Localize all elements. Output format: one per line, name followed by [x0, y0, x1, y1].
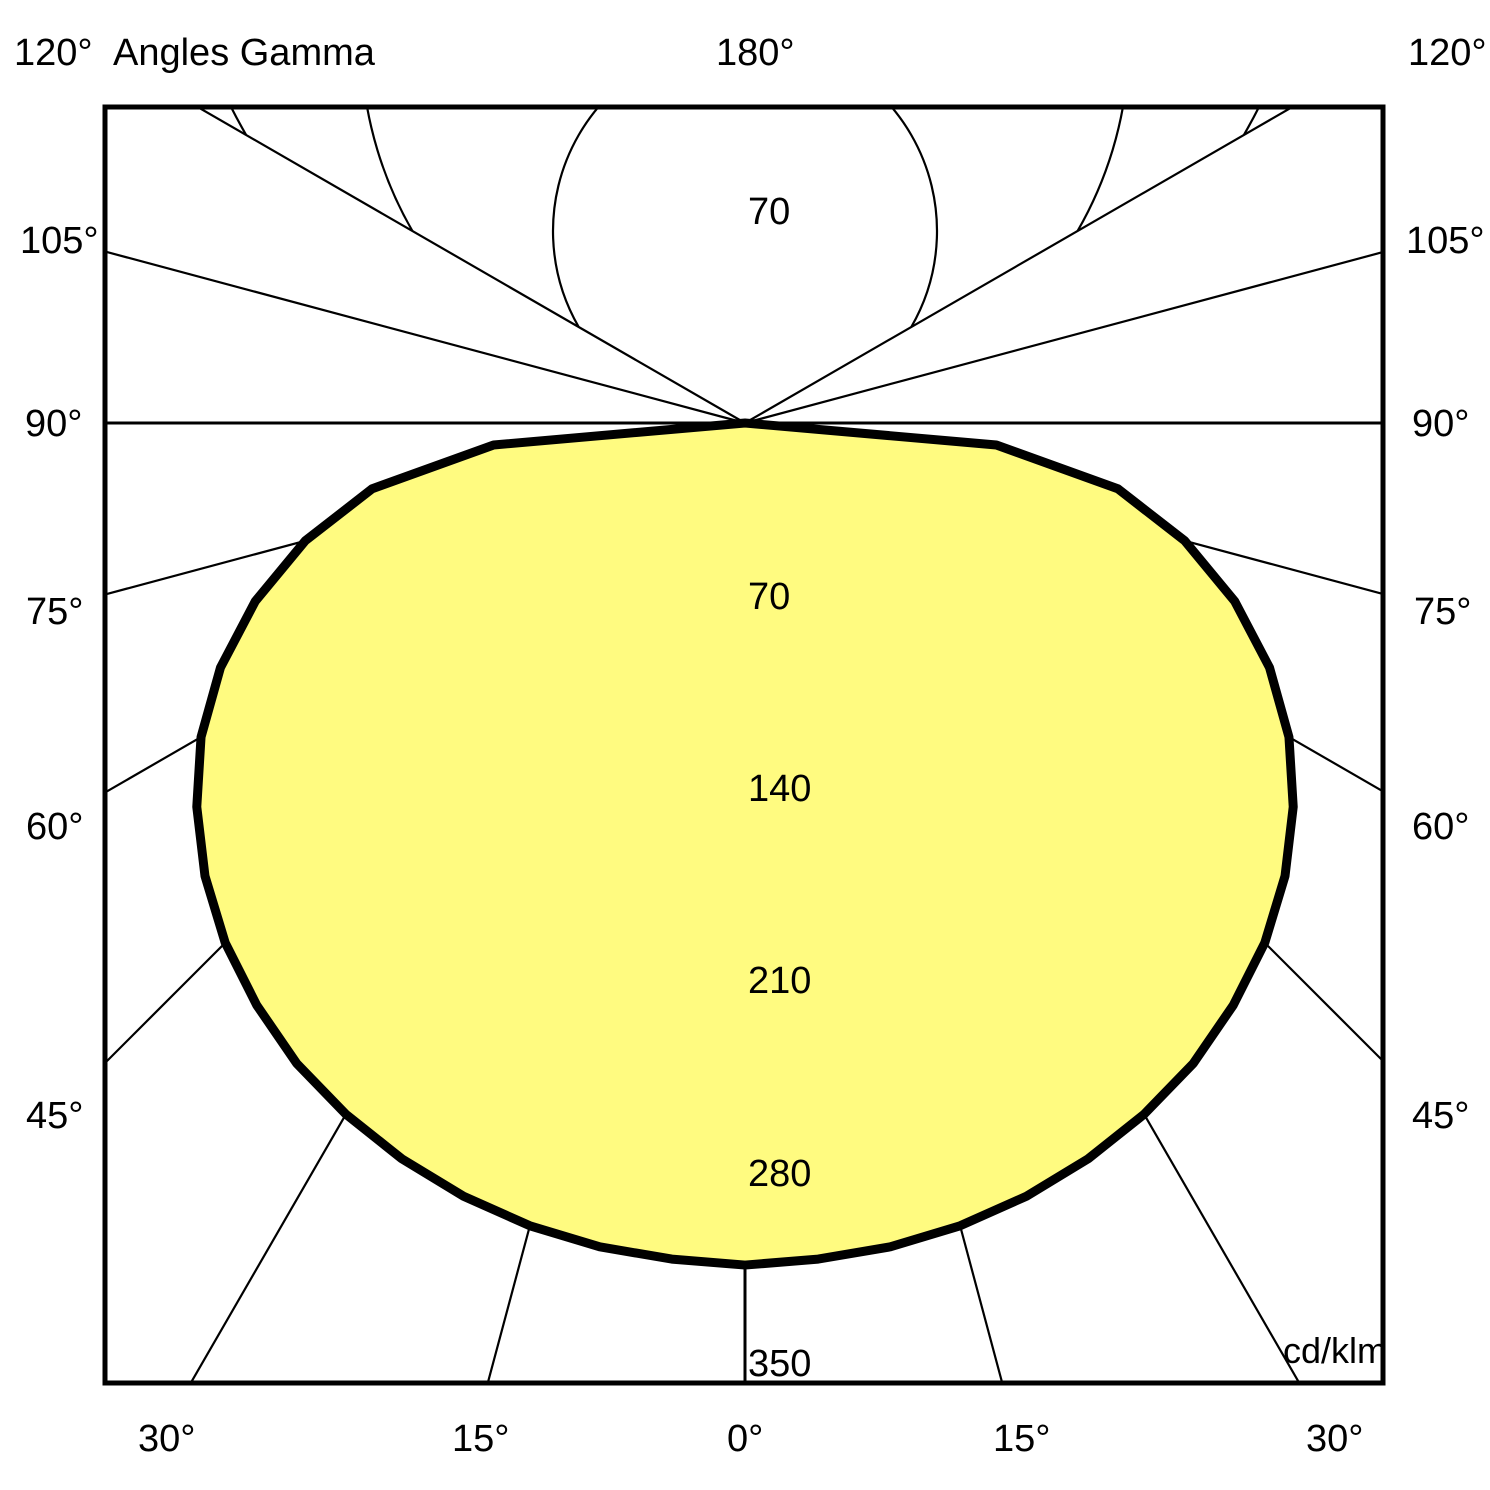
axis-label-left-90: 90° — [25, 403, 83, 445]
axis-label-bottom-0: 0° — [727, 1418, 764, 1460]
axis-label-right-120: 120° — [1408, 32, 1487, 74]
axis-label-left-105: 105° — [20, 220, 99, 262]
chart-title: Angles Gamma — [113, 32, 375, 74]
ring-label-70: 70 — [748, 576, 791, 618]
ring-label-70-upper: 70 — [748, 191, 791, 233]
ring-label-140: 140 — [748, 768, 812, 810]
axis-label-bottom-30-right: 30° — [1306, 1418, 1364, 1460]
axis-label-right-45: 45° — [1412, 1095, 1470, 1137]
ring-label-350: 350 — [748, 1343, 812, 1385]
axis-label-right-105: 105° — [1406, 220, 1485, 262]
axis-label-left-60: 60° — [26, 806, 84, 848]
radial-gridlines — [229, 107, 1261, 328]
axis-label-right-60: 60° — [1412, 806, 1470, 848]
axis-label-right-75: 75° — [1414, 591, 1472, 633]
axis-label-top-180: 180° — [716, 32, 795, 74]
axis-label-bottom-15-left: 15° — [452, 1418, 510, 1460]
axis-label-left-75: 75° — [26, 591, 84, 633]
axis-label-left-45: 45° — [26, 1095, 84, 1137]
axis-label-left-120: 120° — [14, 32, 93, 74]
axis-label-bottom-15-right: 15° — [993, 1418, 1051, 1460]
ring-label-280: 280 — [748, 1153, 812, 1195]
axis-label-right-90: 90° — [1412, 403, 1470, 445]
plot-frame — [102, 104, 1386, 1386]
axis-label-bottom-30-left: 30° — [138, 1418, 196, 1460]
ring-label-210: 210 — [748, 960, 812, 1002]
luminous-intensity-curve — [192, 418, 1298, 1270]
unit-label: cd/klm — [1283, 1330, 1388, 1371]
